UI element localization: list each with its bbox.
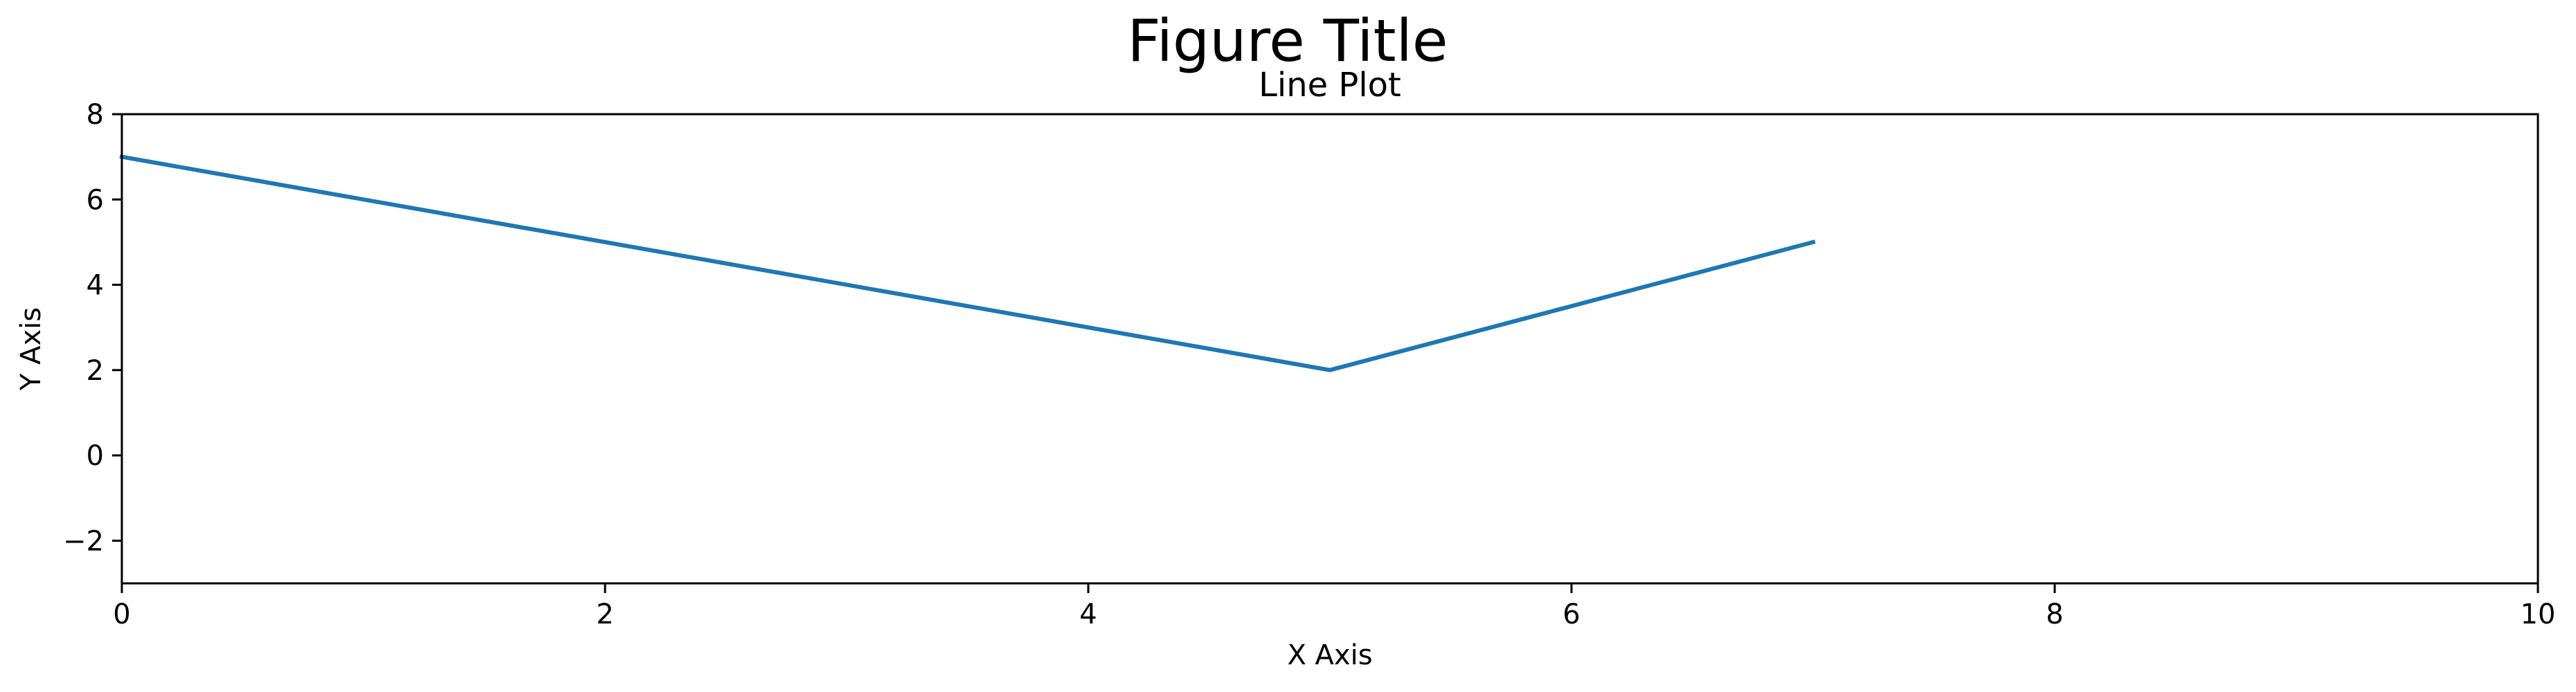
plot-area	[119, 113, 2539, 585]
chart-title: Line Plot	[1259, 66, 1401, 104]
y-axis-label: Y Axis	[15, 307, 47, 391]
x-tick-label: 10	[2521, 599, 2556, 630]
y-tick-label: 2	[87, 355, 104, 387]
x-tick-label: 0	[113, 599, 130, 630]
x-tick-label: 2	[596, 599, 613, 630]
x-axis-ticks: 0 2 4 6 8 10	[113, 583, 2555, 630]
series-line-0	[119, 154, 1816, 372]
y-tick-label: 0	[87, 440, 104, 472]
x-axis-label: X Axis	[1287, 639, 1372, 671]
x-tick-label: 4	[1079, 599, 1097, 630]
y-axis-ticks: −2 0 2 4 6 8	[63, 99, 122, 557]
y-tick-label: −2	[63, 525, 104, 557]
y-tick-label: 8	[87, 99, 104, 131]
x-tick-label: 6	[1562, 599, 1580, 630]
y-tick-label: 6	[87, 184, 104, 216]
y-tick-label: 4	[87, 270, 104, 302]
axes-frame	[120, 113, 2539, 585]
figure-title: Figure Title	[1127, 7, 1448, 75]
x-tick-label: 8	[2046, 599, 2063, 630]
